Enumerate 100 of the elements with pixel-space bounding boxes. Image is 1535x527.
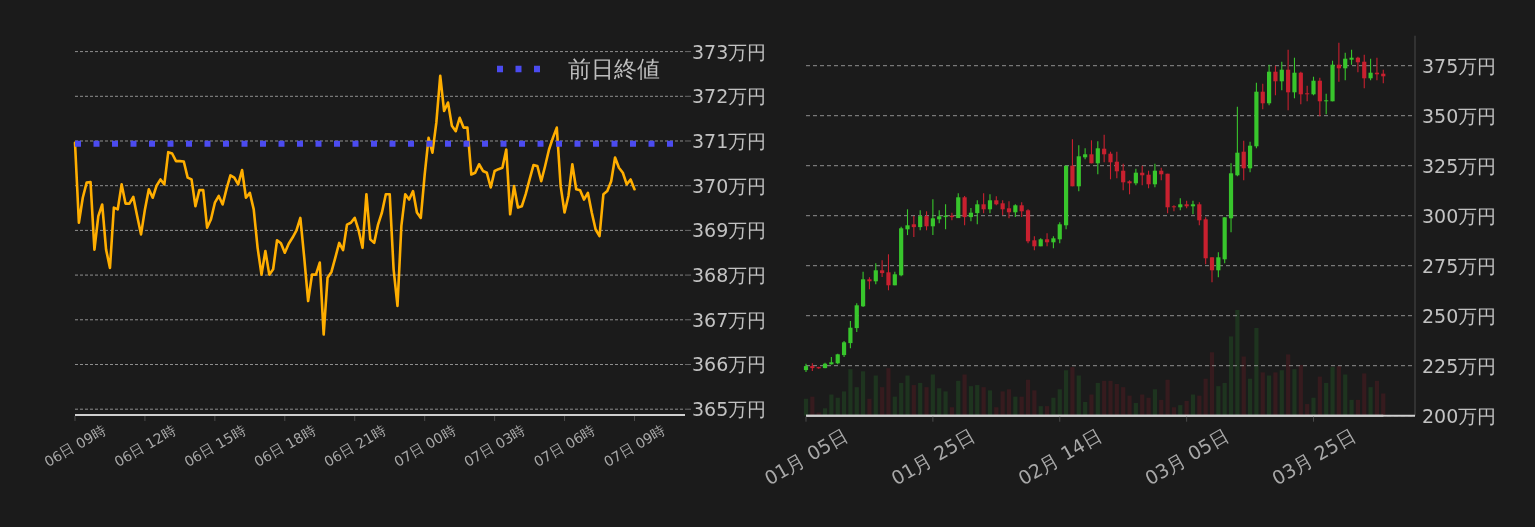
bar [1140, 394, 1145, 416]
bar [905, 375, 910, 416]
candlestick [918, 209, 923, 231]
bar [1216, 386, 1221, 416]
bar [1311, 397, 1316, 416]
x-tick-label: 06日 12時 [111, 422, 179, 470]
bar [1152, 389, 1157, 416]
bar [835, 397, 840, 416]
y-tick-label: 368万円 [692, 264, 767, 287]
candlestick [1197, 201, 1202, 226]
bar [1146, 397, 1151, 416]
bar [1127, 395, 1132, 416]
bar [1279, 370, 1284, 416]
candlestick [911, 215, 916, 238]
bar [975, 385, 980, 416]
candlestick [975, 199, 980, 225]
bar [1178, 405, 1183, 416]
bar [1362, 373, 1367, 416]
candlestick [1070, 138, 1075, 187]
bar [1184, 400, 1189, 416]
y-tick-label: 365万円 [692, 398, 767, 421]
y-tick-label: 375万円 [1422, 54, 1497, 77]
bar [1260, 372, 1265, 416]
bar [1114, 383, 1119, 416]
bar [1292, 369, 1297, 416]
bar [1108, 380, 1113, 416]
bar [1025, 379, 1031, 416]
y-tick-label: 275万円 [1422, 254, 1497, 277]
x-tick-label: 06日 09時 [41, 422, 109, 470]
bar [1228, 336, 1234, 416]
bar [1064, 370, 1069, 416]
bar [1254, 327, 1259, 416]
candlestick [956, 192, 961, 219]
bar [1032, 390, 1037, 416]
bar [1190, 394, 1196, 416]
bar [1374, 380, 1380, 416]
bar [1355, 399, 1360, 416]
bar [1133, 403, 1138, 416]
y-tick-label: 369万円 [692, 219, 767, 242]
candlestick [1209, 256, 1215, 283]
bar [924, 387, 929, 416]
bar [1324, 382, 1329, 416]
candlestick [1317, 77, 1322, 117]
bar [841, 391, 847, 416]
x-tick-label: 01月 25日 [887, 424, 979, 490]
bar [1102, 380, 1107, 416]
x-tick-label: 07日 00時 [391, 422, 459, 470]
bar [1330, 367, 1335, 416]
bar [911, 385, 916, 416]
bar [1209, 352, 1215, 416]
candlestick [1286, 49, 1291, 111]
bar [930, 374, 935, 416]
bar [1235, 310, 1240, 416]
bar [962, 374, 967, 416]
bar [861, 371, 866, 416]
x-tick-label: 02月 14日 [1014, 424, 1106, 490]
candlestick [1216, 251, 1221, 278]
candlestick [880, 259, 885, 278]
candlestick [1171, 204, 1177, 212]
bar [1241, 356, 1246, 416]
bar [1159, 399, 1164, 416]
candlestick [1362, 54, 1367, 89]
bar [994, 407, 999, 416]
candlestick [1298, 71, 1303, 105]
bar [1121, 387, 1126, 416]
candlestick [987, 193, 993, 214]
bar [1095, 382, 1100, 416]
y-tick-label: 373万円 [692, 40, 767, 63]
bar [1336, 366, 1341, 416]
candlestick [1247, 141, 1253, 173]
x-tick-label: 07日 09時 [601, 422, 668, 470]
x-tick-label: 06日 18時 [251, 422, 319, 470]
candlestick [1108, 151, 1113, 180]
bar [1089, 394, 1094, 416]
bar [968, 386, 974, 416]
bar [1013, 396, 1018, 416]
candlestick [981, 192, 986, 214]
bar [1343, 374, 1348, 416]
bar [1317, 376, 1322, 416]
bar [1083, 401, 1088, 416]
bar [1051, 397, 1056, 416]
bar [854, 387, 859, 416]
bar [1000, 391, 1005, 416]
candlestick [930, 198, 935, 236]
bar [1368, 387, 1373, 416]
candlestick [1095, 140, 1100, 175]
candlestick [854, 302, 859, 333]
x-tick-label: 06日 21時 [321, 422, 389, 470]
y-tick-label: 371万円 [692, 130, 767, 152]
y-tick-label: 370万円 [692, 174, 767, 197]
x-tick-label: 01月 05日 [760, 424, 852, 490]
x-tick-label: 03月 05日 [1141, 424, 1233, 490]
bar [886, 368, 891, 416]
bar [1019, 396, 1024, 416]
bar [918, 382, 923, 416]
candlestick [1044, 232, 1050, 247]
bar [949, 407, 954, 416]
bar [867, 398, 872, 416]
x-tick-label: 07日 06時 [531, 422, 599, 470]
candlestick [1343, 52, 1348, 81]
